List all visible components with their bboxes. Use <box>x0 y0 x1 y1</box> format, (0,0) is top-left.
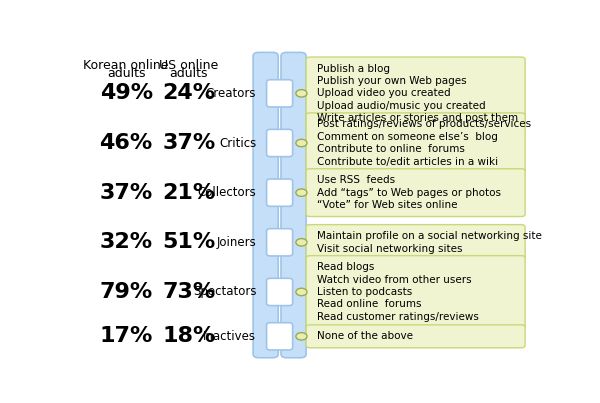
Text: Read blogs: Read blogs <box>317 262 374 272</box>
Text: Critics: Critics <box>219 137 256 150</box>
FancyBboxPatch shape <box>306 256 525 328</box>
Text: 24%: 24% <box>163 83 215 103</box>
Text: 21%: 21% <box>162 183 215 203</box>
Text: adults: adults <box>170 67 208 80</box>
Text: 37%: 37% <box>162 133 215 153</box>
Circle shape <box>296 89 307 97</box>
Text: Joiners: Joiners <box>217 236 256 249</box>
Text: US online: US online <box>160 59 218 72</box>
Text: Contribute to/edit articles in a wiki: Contribute to/edit articles in a wiki <box>317 157 498 166</box>
Circle shape <box>296 239 307 246</box>
FancyBboxPatch shape <box>306 57 525 130</box>
Text: Upload audio/music you created: Upload audio/music you created <box>317 101 485 111</box>
Text: Creators: Creators <box>206 87 256 100</box>
Text: 73%: 73% <box>162 282 215 302</box>
Text: adults: adults <box>107 67 145 80</box>
FancyBboxPatch shape <box>266 129 293 157</box>
FancyBboxPatch shape <box>266 179 293 206</box>
FancyBboxPatch shape <box>266 80 293 107</box>
Circle shape <box>296 288 307 296</box>
FancyBboxPatch shape <box>306 224 525 260</box>
Circle shape <box>296 332 307 340</box>
Text: Add “tags” to Web pages or photos: Add “tags” to Web pages or photos <box>317 188 501 197</box>
Text: Korean online: Korean online <box>83 59 169 72</box>
Text: 17%: 17% <box>100 326 153 346</box>
Text: 18%: 18% <box>162 326 215 346</box>
Text: Upload video you created: Upload video you created <box>317 88 451 98</box>
FancyBboxPatch shape <box>306 169 525 216</box>
Text: Visit social networking sites: Visit social networking sites <box>317 243 463 253</box>
FancyBboxPatch shape <box>253 52 278 358</box>
Text: Read customer ratings/reviews: Read customer ratings/reviews <box>317 312 479 322</box>
Text: 46%: 46% <box>100 133 153 153</box>
Text: Write articles or stories and post them: Write articles or stories and post them <box>317 113 518 123</box>
Text: 37%: 37% <box>100 183 153 203</box>
Circle shape <box>296 189 307 196</box>
Circle shape <box>296 139 307 147</box>
Text: “Vote” for Web sites online: “Vote” for Web sites online <box>317 200 457 210</box>
FancyBboxPatch shape <box>266 278 293 305</box>
Text: Contribute to online  forums: Contribute to online forums <box>317 144 464 154</box>
Text: 79%: 79% <box>100 282 153 302</box>
FancyBboxPatch shape <box>306 113 525 173</box>
Text: Use RSS  feeds: Use RSS feeds <box>317 175 395 185</box>
Text: Collectors: Collectors <box>197 186 256 199</box>
Text: Listen to podcasts: Listen to podcasts <box>317 287 412 297</box>
Text: Spectators: Spectators <box>193 285 256 299</box>
Text: Inactives: Inactives <box>203 330 256 343</box>
Text: Watch video from other users: Watch video from other users <box>317 274 472 285</box>
Text: Comment on someone else’s  blog: Comment on someone else’s blog <box>317 132 497 142</box>
Text: Publish a blog: Publish a blog <box>317 64 390 73</box>
Text: Post ratings/reviews of products/services: Post ratings/reviews of products/service… <box>317 119 531 129</box>
FancyBboxPatch shape <box>266 323 293 350</box>
FancyBboxPatch shape <box>306 325 525 348</box>
Text: 32%: 32% <box>100 232 153 252</box>
Text: 51%: 51% <box>162 232 215 252</box>
Text: Publish your own Web pages: Publish your own Web pages <box>317 76 466 86</box>
FancyBboxPatch shape <box>281 52 306 358</box>
Text: Read online  forums: Read online forums <box>317 299 421 310</box>
Text: 49%: 49% <box>100 83 153 103</box>
FancyBboxPatch shape <box>266 229 293 256</box>
Text: Maintain profile on a social networking site: Maintain profile on a social networking … <box>317 231 542 241</box>
Text: None of the above: None of the above <box>317 331 413 341</box>
